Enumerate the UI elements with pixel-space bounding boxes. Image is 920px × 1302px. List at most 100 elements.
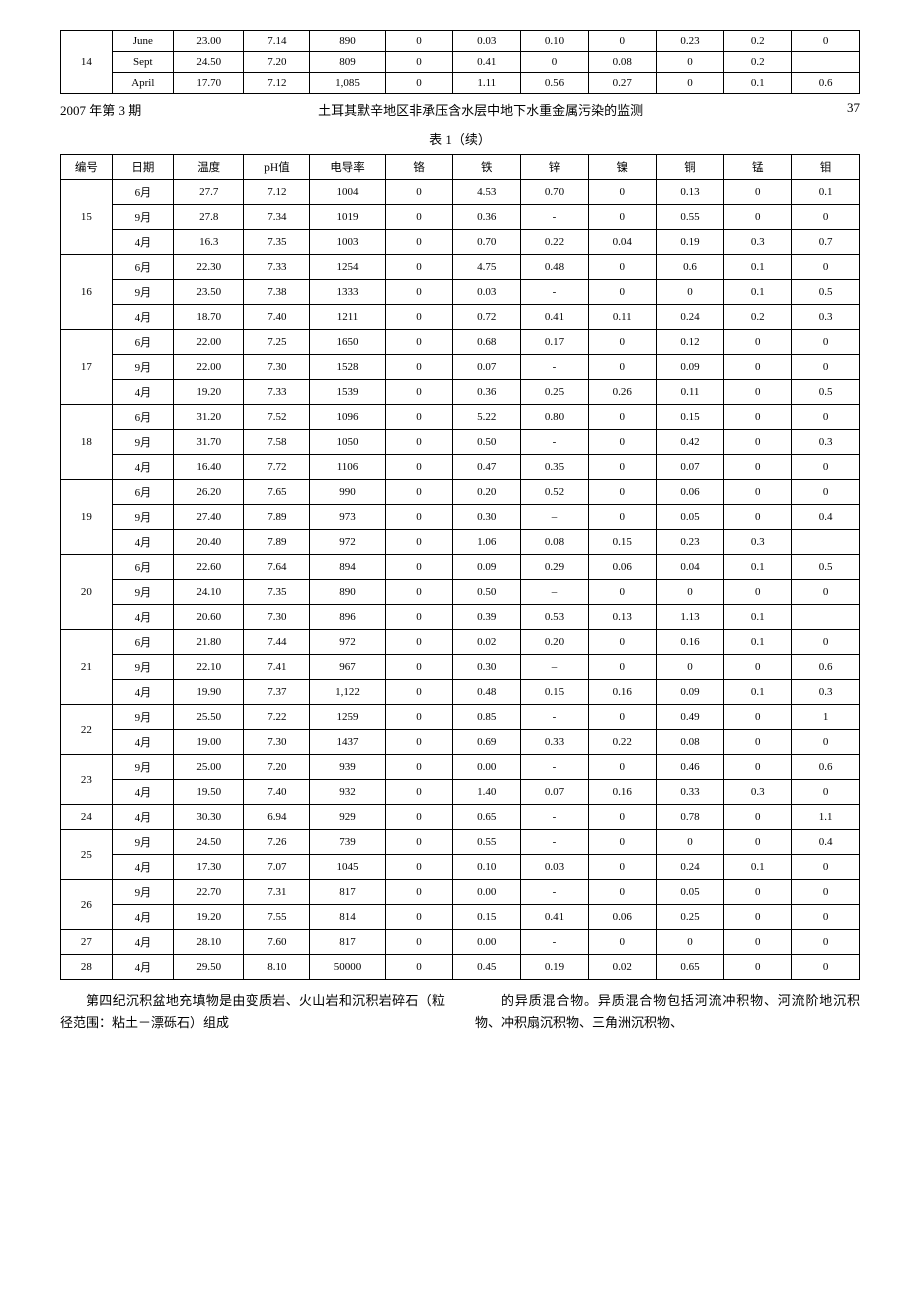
cell: 0 <box>385 655 453 680</box>
column-header: 锰 <box>724 155 792 180</box>
cell: 0 <box>724 405 792 430</box>
table-row: 239月25.007.2093900.00-00.4600.6 <box>61 755 860 780</box>
cell: 1004 <box>310 180 385 205</box>
table-row: 176月22.007.25165000.680.1700.1200 <box>61 330 860 355</box>
cell: 0.4 <box>792 505 860 530</box>
cell: 0 <box>385 405 453 430</box>
cell: 27.8 <box>173 205 244 230</box>
table-row: 284月29.508.105000000.450.190.020.6500 <box>61 955 860 980</box>
cell: 0 <box>588 205 656 230</box>
cell: 6月 <box>112 405 173 430</box>
cell: 0.1 <box>724 630 792 655</box>
cell: 0.1 <box>724 855 792 880</box>
column-header: 日期 <box>112 155 173 180</box>
cell: 31.20 <box>173 405 244 430</box>
cell: 0.04 <box>656 555 724 580</box>
cell: 0.3 <box>724 780 792 805</box>
cell: 0.04 <box>588 230 656 255</box>
cell: 0.09 <box>453 555 521 580</box>
cell: 0.30 <box>453 655 521 680</box>
cell: 0 <box>385 305 453 330</box>
cell: 22.00 <box>173 330 244 355</box>
table-row: 274月28.107.6081700.00-0000 <box>61 930 860 955</box>
cell: 0 <box>792 355 860 380</box>
cell: 1050 <box>310 430 385 455</box>
cell: 25.00 <box>173 755 244 780</box>
cell: 0.27 <box>588 73 656 94</box>
cell: 0.39 <box>453 605 521 630</box>
cell: 0.3 <box>724 530 792 555</box>
cell: – <box>521 655 589 680</box>
cell: 0.00 <box>453 880 521 905</box>
cell: 0.1 <box>724 255 792 280</box>
column-header: 锌 <box>521 155 589 180</box>
cell: 0.15 <box>588 530 656 555</box>
cell: 4月 <box>112 680 173 705</box>
cell: 0 <box>588 180 656 205</box>
cell: 1.13 <box>656 605 724 630</box>
cell: 0 <box>792 855 860 880</box>
cell: 9月 <box>112 755 173 780</box>
cell: 7.26 <box>244 830 310 855</box>
cell: 0.47 <box>453 455 521 480</box>
cell: 0 <box>724 480 792 505</box>
cell-id: 20 <box>61 555 113 630</box>
cell: 4月 <box>112 930 173 955</box>
cell: 7.22 <box>244 705 310 730</box>
table-row: 4月19.207.33153900.360.250.260.1100.5 <box>61 380 860 405</box>
cell-id: 23 <box>61 755 113 805</box>
cell: 0 <box>385 955 453 980</box>
cell: 1045 <box>310 855 385 880</box>
cell: 0.70 <box>521 180 589 205</box>
cell: 0 <box>656 930 724 955</box>
top-table: 14June23.007.1489000.030.1000.230.20Sept… <box>60 30 860 94</box>
cell: 1528 <box>310 355 385 380</box>
cell: Sept <box>112 52 173 73</box>
cell: 7.65 <box>244 480 310 505</box>
cell: 0 <box>385 455 453 480</box>
table-row: 4月20.607.3089600.390.530.131.130.1 <box>61 605 860 630</box>
cell-id: 25 <box>61 830 113 880</box>
cell: 25.50 <box>173 705 244 730</box>
cell: 0.48 <box>521 255 589 280</box>
table-row: 269月22.707.3181700.00-00.0500 <box>61 880 860 905</box>
cell: 0 <box>792 630 860 655</box>
cell: 0.16 <box>588 680 656 705</box>
cell: 0 <box>385 580 453 605</box>
cell: 0.55 <box>453 830 521 855</box>
cell: 0 <box>588 255 656 280</box>
cell: 0.80 <box>521 405 589 430</box>
table-row: 206月22.607.6489400.090.290.060.040.10.5 <box>61 555 860 580</box>
cell: 0 <box>792 405 860 430</box>
cell: 0.17 <box>521 330 589 355</box>
cell: 7.37 <box>244 680 310 705</box>
cell: 21.80 <box>173 630 244 655</box>
cell: 20.40 <box>173 530 244 555</box>
table-row: 4月19.207.5581400.150.410.060.2500 <box>61 905 860 930</box>
cell: 0 <box>385 205 453 230</box>
cell: 0.20 <box>453 480 521 505</box>
table-row: 4月19.907.371,12200.480.150.160.090.10.3 <box>61 680 860 705</box>
cell: 0 <box>588 330 656 355</box>
cell: 0.56 <box>521 73 589 94</box>
cell: 1254 <box>310 255 385 280</box>
cell: 1.1 <box>792 805 860 830</box>
cell: 0 <box>792 480 860 505</box>
cell: 0.25 <box>656 905 724 930</box>
cell: 1.11 <box>453 73 521 94</box>
cell: 6.94 <box>244 805 310 830</box>
cell-id: 21 <box>61 630 113 705</box>
cell: 9月 <box>112 430 173 455</box>
cell: 0 <box>385 230 453 255</box>
cell: 0.19 <box>656 230 724 255</box>
cell: 0.06 <box>656 480 724 505</box>
cell: 0 <box>385 605 453 630</box>
cell: 0.08 <box>588 52 656 73</box>
cell: 0 <box>724 830 792 855</box>
column-header: pH值 <box>244 155 310 180</box>
cell: 0 <box>588 930 656 955</box>
cell: 0.03 <box>453 280 521 305</box>
cell: 19.50 <box>173 780 244 805</box>
cell: 0 <box>588 630 656 655</box>
cell-id: 19 <box>61 480 113 555</box>
